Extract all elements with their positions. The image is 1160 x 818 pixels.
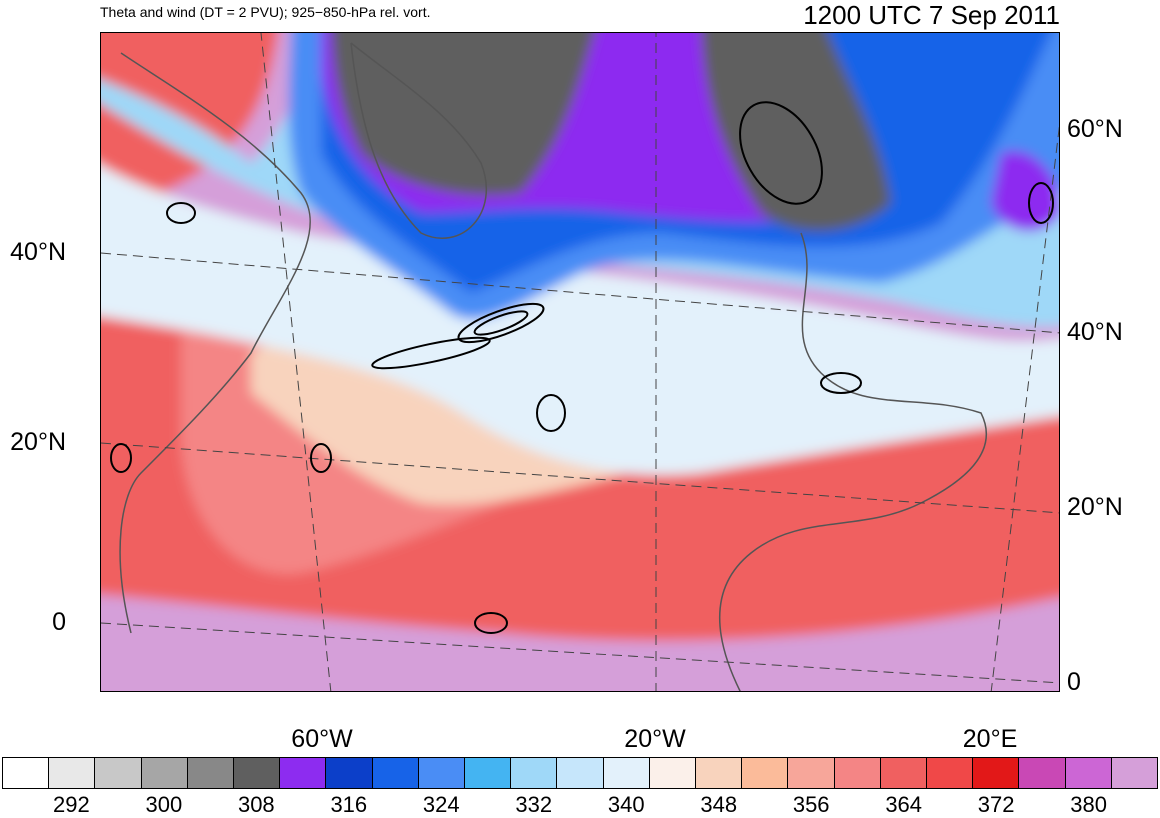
- vorticity-contour: [473, 310, 529, 336]
- map-svg: [101, 33, 1059, 691]
- colorbar-cell: [927, 758, 974, 788]
- vorticity-contour: [371, 336, 491, 370]
- valid-time: 1200 UTC 7 Sep 2011: [803, 0, 1060, 30]
- lat-label-left: 0: [52, 608, 66, 636]
- colorbar-cell: [788, 758, 835, 788]
- vorticity-contour: [536, 394, 566, 432]
- lat-label-right: 0: [1067, 668, 1081, 696]
- colorbar-cell: [49, 758, 96, 788]
- vorticity-contour: [739, 101, 823, 205]
- colorbar-cell: [418, 758, 466, 788]
- gridline-0: [101, 622, 1059, 684]
- colorbar-cell: [742, 758, 789, 788]
- gridline-60w: [260, 33, 332, 691]
- colorbar-cell: [95, 758, 142, 788]
- theta-layer-pale-blue: [101, 165, 1059, 475]
- colorbar-cell: [1065, 758, 1112, 788]
- colorbar-cell: [1111, 758, 1158, 788]
- coastlines: [119, 42, 988, 691]
- coastline-greenland: [350, 42, 487, 239]
- colorbar-cell: [280, 758, 327, 788]
- colorbar-cell: [973, 758, 1020, 788]
- vorticity-contours: [110, 101, 1054, 634]
- lon-label-bottom: 20°E: [962, 725, 1018, 753]
- theta-layer-gray: [331, 33, 891, 232]
- colorbar-cell: [1019, 758, 1066, 788]
- colorbar-cell: [326, 758, 373, 788]
- colorbar-tick-label: 372: [977, 792, 1015, 817]
- plot-title: Theta and wind (DT = 2 PVU); 925−850-hPa…: [100, 4, 431, 20]
- colorbar-cell: [649, 758, 697, 788]
- gridline-40n: [101, 252, 1059, 334]
- coastline-europe-africa: [719, 232, 988, 691]
- lon-label-bottom: 20°W: [624, 725, 686, 753]
- colorbar-cell: [834, 758, 881, 788]
- colorbar-cell: [372, 758, 419, 788]
- colorbar-tick-label: 340: [607, 792, 645, 817]
- lat-label-right: 60°N: [1067, 115, 1123, 143]
- colorbar-cell: [880, 758, 928, 788]
- colorbar-tick-label: 356: [792, 792, 830, 817]
- gridline-20n: [101, 442, 1059, 514]
- gridline-20e: [990, 125, 1059, 691]
- vorticity-contour: [820, 372, 862, 394]
- colorbar-tick-label: 300: [145, 792, 183, 817]
- theta-field: [101, 33, 1059, 691]
- colorbar-tick-label: 380: [1070, 792, 1107, 817]
- colorbar-tick-label: 364: [885, 792, 923, 817]
- vorticity-contour: [474, 612, 508, 634]
- coastline-americas: [119, 52, 311, 634]
- colorbar-tick-label: 324: [422, 792, 460, 817]
- colorbar-tick-label: 348: [700, 792, 738, 817]
- lat-label-right: 20°N: [1067, 493, 1123, 521]
- colorbar-cell: [187, 758, 235, 788]
- colorbar-cell: [511, 758, 558, 788]
- colorbar-cell: [3, 758, 50, 788]
- vorticity-contour: [110, 443, 132, 473]
- graticule: [101, 33, 1059, 691]
- lat-label-right: 40°N: [1067, 318, 1123, 346]
- vorticity-contour: [1028, 182, 1054, 224]
- colorbar-tick-label: 332: [515, 792, 553, 817]
- colorbar-cell: [696, 758, 743, 788]
- map-panel[interactable]: [100, 32, 1060, 692]
- colorbar-cell: [234, 758, 281, 788]
- theta-colorbar: [2, 757, 1158, 789]
- lon-label-bottom: 60°W: [291, 725, 353, 753]
- colorbar-cell: [603, 758, 650, 788]
- colorbar-cell: [141, 758, 188, 788]
- colorbar-cell: [465, 758, 512, 788]
- vorticity-contour: [166, 202, 196, 224]
- lat-label-left: 20°N: [10, 428, 66, 456]
- lat-label-left: 40°N: [10, 238, 66, 266]
- colorbar-tick-label: 292: [53, 792, 90, 817]
- colorbar-cell: [557, 758, 604, 788]
- vorticity-contour: [310, 443, 332, 473]
- colorbar-tick-label: 316: [330, 792, 368, 817]
- colorbar-tick-label: 308: [237, 792, 275, 817]
